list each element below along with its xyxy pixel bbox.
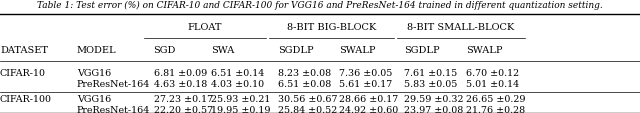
Text: 4.63 ±0.18: 4.63 ±0.18 [154,80,207,89]
Text: 7.61 ±0.15: 7.61 ±0.15 [404,68,458,77]
Text: 8-BIT BIG-BLOCK: 8-BIT BIG-BLOCK [287,23,376,32]
Text: SGDLP: SGDLP [404,45,440,54]
Text: SWA: SWA [211,45,234,54]
Text: 24.92 ±0.60: 24.92 ±0.60 [339,105,399,113]
Text: VGG16: VGG16 [77,94,111,103]
Text: 6.51 ±0.08: 6.51 ±0.08 [278,80,332,89]
Text: 27.23 ±0.17: 27.23 ±0.17 [154,94,212,103]
Text: 23.97 ±0.08: 23.97 ±0.08 [404,105,464,113]
Text: 6.51 ±0.14: 6.51 ±0.14 [211,68,264,77]
Text: 25.84 ±0.52: 25.84 ±0.52 [278,105,338,113]
Text: 19.95 ±0.19: 19.95 ±0.19 [211,105,271,113]
Text: 4.03 ±0.10: 4.03 ±0.10 [211,80,264,89]
Text: 26.65 ±0.29: 26.65 ±0.29 [466,94,525,103]
Text: 8-BIT SMALL-BLOCK: 8-BIT SMALL-BLOCK [407,23,515,32]
Text: FLOAT: FLOAT [188,23,222,32]
Text: 8.23 ±0.08: 8.23 ±0.08 [278,68,332,77]
Text: 6.81 ±0.09: 6.81 ±0.09 [154,68,207,77]
Text: 25.93 ±0.21: 25.93 ±0.21 [211,94,271,103]
Text: 21.76 ±0.28: 21.76 ±0.28 [466,105,525,113]
Text: CIFAR-100: CIFAR-100 [0,94,52,103]
Text: 5.01 ±0.14: 5.01 ±0.14 [466,80,519,89]
Text: VGG16: VGG16 [77,68,111,77]
Text: MODEL: MODEL [77,45,116,54]
Text: 22.20 ±0.57: 22.20 ±0.57 [154,105,212,113]
Text: 29.59 ±0.32: 29.59 ±0.32 [404,94,464,103]
Text: PreResNet-164: PreResNet-164 [77,105,150,113]
Text: SWALP: SWALP [466,45,502,54]
Text: SGDLP: SGDLP [278,45,314,54]
Text: 5.61 ±0.17: 5.61 ±0.17 [339,80,392,89]
Text: SWALP: SWALP [339,45,376,54]
Text: 7.36 ±0.05: 7.36 ±0.05 [339,68,392,77]
Text: SGD: SGD [154,45,176,54]
Text: DATASET: DATASET [0,45,48,54]
Text: Table 1: Test error (%) on CIFAR-10 and CIFAR-100 for VGG16 and PreResNet-164 tr: Table 1: Test error (%) on CIFAR-10 and … [37,1,603,10]
Text: CIFAR-10: CIFAR-10 [0,68,46,77]
Text: 5.83 ±0.05: 5.83 ±0.05 [404,80,458,89]
Text: 6.70 ±0.12: 6.70 ±0.12 [466,68,519,77]
Text: 28.66 ±0.17: 28.66 ±0.17 [339,94,399,103]
Text: 30.56 ±0.67: 30.56 ±0.67 [278,94,338,103]
Text: PreResNet-164: PreResNet-164 [77,80,150,89]
